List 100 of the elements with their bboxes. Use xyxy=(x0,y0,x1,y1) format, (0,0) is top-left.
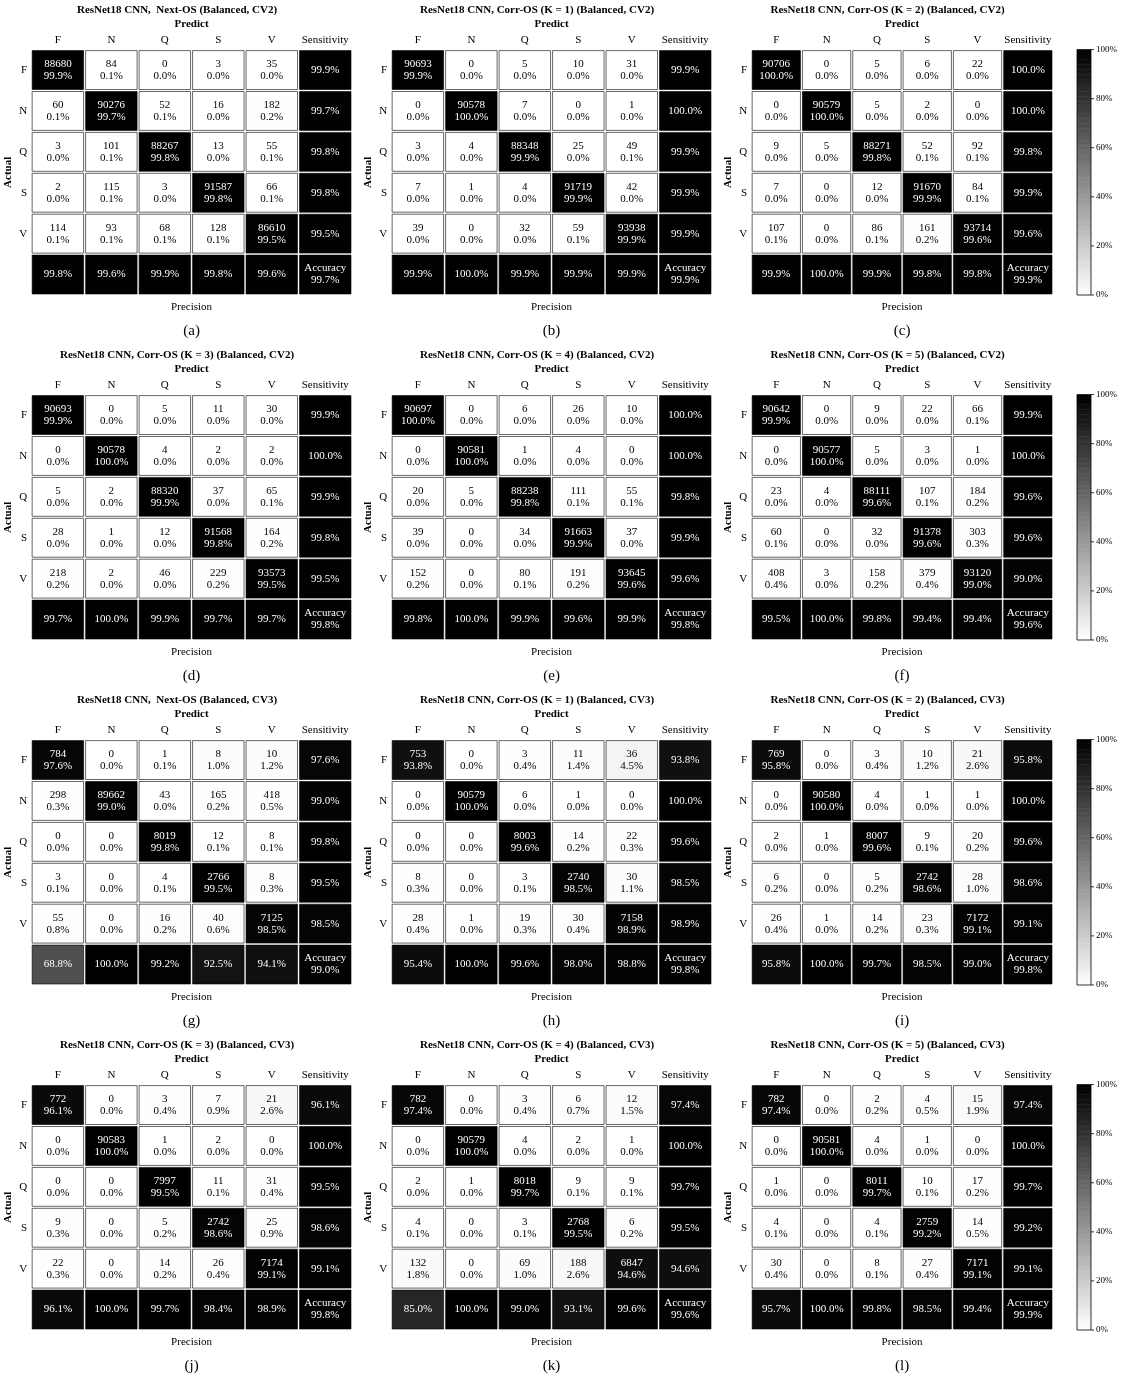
data-label: 0.8% xyxy=(46,922,70,935)
annotation: 4 xyxy=(162,869,169,882)
annotation: 2 xyxy=(215,1132,222,1145)
y-tick-label: F xyxy=(21,752,28,765)
y-tick-label: Q xyxy=(379,834,388,847)
annotation: 3 xyxy=(55,138,62,151)
color-bar-label: 80% xyxy=(1096,93,1113,104)
data-label: 0.3% xyxy=(46,1267,70,1280)
annotation: 3 xyxy=(522,746,529,759)
x-tick-label: Q xyxy=(520,1067,529,1080)
data-label: 0.1% xyxy=(206,1185,230,1198)
x-tick-label: Q xyxy=(520,722,529,735)
data-label: 0.0% xyxy=(153,68,177,81)
data-label: 98.9% xyxy=(257,1302,286,1315)
data-label: 99.9% xyxy=(510,150,540,163)
data-label: 99.7% xyxy=(150,1302,180,1315)
y-axis-title: Actual xyxy=(1,501,14,533)
annotation: 37 xyxy=(212,483,225,496)
data-label: 97.4% xyxy=(1013,1097,1043,1110)
annotation: 0 xyxy=(823,1173,830,1186)
annotation: Accuracy xyxy=(1006,1296,1050,1309)
data-label: 98.6% xyxy=(311,1220,340,1233)
data-label: 99.9% xyxy=(510,612,540,625)
annotation: 90697 xyxy=(404,401,433,414)
data-label: 99.1% xyxy=(1013,1261,1043,1274)
y-tick-label: F xyxy=(381,407,388,420)
annotation: 12 xyxy=(626,1091,638,1104)
data-label: 99.6% xyxy=(862,840,892,853)
text: Precision xyxy=(531,299,573,312)
text: (c) xyxy=(893,321,911,339)
annotation: 2740 xyxy=(567,869,590,882)
annotation: 4 xyxy=(874,1132,881,1145)
y-tick-label: F xyxy=(741,752,748,765)
chart-title: ResNet18 CNN, Corr-OS (K = 3) (Balanced, CV3) xyxy=(59,1038,295,1052)
data-label: 0.0% xyxy=(459,1226,483,1239)
annotation: 30 xyxy=(572,910,585,923)
data-label: 100.0% xyxy=(809,957,844,970)
data-label: 0.0% xyxy=(406,191,430,204)
y-axis-title: Actual xyxy=(1,846,14,878)
y-tick-label: N xyxy=(739,793,748,806)
annotation: 107 xyxy=(918,483,936,496)
annotation: 2 xyxy=(55,179,61,192)
data-label: 0.0% xyxy=(406,495,430,508)
annotation: 182 xyxy=(263,97,281,110)
annotation: 3 xyxy=(162,179,169,192)
data-label: 99.7% xyxy=(257,612,286,625)
annotation: 34 xyxy=(519,524,531,537)
x-axis-title: Predict xyxy=(885,706,920,719)
annotation: 8007 xyxy=(865,828,889,841)
data-label: 0.0% xyxy=(915,413,939,426)
data-label: 99.0% xyxy=(963,957,992,970)
annotation: 80 xyxy=(519,565,531,578)
data-label: 0.3% xyxy=(260,881,284,894)
x-tick-label: S xyxy=(575,32,582,45)
annotation: 93573 xyxy=(258,565,287,578)
data-label: 0.2% xyxy=(406,577,430,590)
color-bar-label: 40% xyxy=(1096,1226,1113,1237)
annotation: 8 xyxy=(269,828,276,841)
annotation: 132 xyxy=(409,1255,427,1268)
y-tick-label: F xyxy=(21,1097,28,1110)
data-label: 0.3% xyxy=(406,881,430,894)
data-label: 99.9% xyxy=(150,495,180,508)
data-label: 0.0% xyxy=(865,454,889,467)
data-label: 99.8% xyxy=(311,618,340,631)
x-tick-label: S xyxy=(924,722,931,735)
data-label: 99.6% xyxy=(1013,530,1043,543)
annotation: 5 xyxy=(55,483,62,496)
data-label: 99.0% xyxy=(963,577,992,590)
annotation: 7 xyxy=(215,1091,222,1104)
annotation: 0 xyxy=(823,1214,830,1227)
data-label: 0.0% xyxy=(513,68,537,81)
annotation: 3 xyxy=(215,56,222,69)
data-label: 0.0% xyxy=(513,191,537,204)
data-label: 99.9% xyxy=(671,226,700,239)
data-label: 99.6% xyxy=(1013,834,1043,847)
annotation: 1 xyxy=(974,787,981,800)
data-label: 0.1% xyxy=(153,881,177,894)
data-label: 95.4% xyxy=(403,957,433,970)
annotation: 90581 xyxy=(812,1132,841,1145)
color-bar-label: 40% xyxy=(1096,536,1113,547)
annotation: 0 xyxy=(415,97,422,110)
annotation: 1 xyxy=(108,524,115,537)
x-tick-label: F xyxy=(773,32,780,45)
y-tick-label: F xyxy=(381,752,388,765)
y-tick-label: F xyxy=(741,407,748,420)
annotation: 782 xyxy=(409,1091,427,1104)
data-label: 1.9% xyxy=(966,1103,989,1116)
y-tick-label: Q xyxy=(19,834,28,847)
y-tick-label: Q xyxy=(739,834,748,847)
data-label: 99.5% xyxy=(762,612,791,625)
annotation: 86610 xyxy=(258,220,287,233)
data-label: 100.0% xyxy=(1010,1138,1045,1151)
annotation: 0 xyxy=(468,1091,475,1104)
x-tick-label: V xyxy=(267,722,276,735)
annotation: 3 xyxy=(874,746,881,759)
data-label: 0.0% xyxy=(620,191,644,204)
annotation: 9 xyxy=(924,828,931,841)
data-label: 0.4% xyxy=(566,922,590,935)
data-label: 0.0% xyxy=(513,454,537,467)
color-bar-label: 100% xyxy=(1096,388,1118,399)
